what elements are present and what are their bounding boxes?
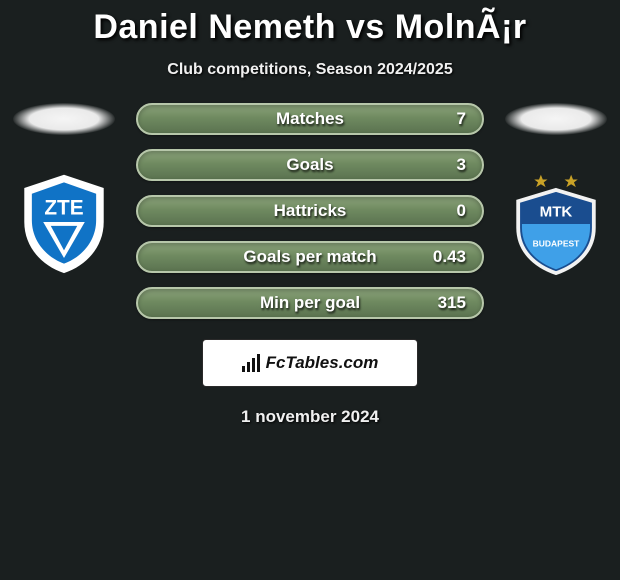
brand-badge[interactable]: FcTables.com <box>202 339 418 387</box>
stat-label: Goals per match <box>243 247 376 267</box>
left-player-column: ZTE <box>10 103 118 275</box>
mtk-shield-icon: MTK BUDAPEST <box>508 171 604 275</box>
stat-value: 7 <box>457 109 466 129</box>
stat-label: Min per goal <box>260 293 360 313</box>
stat-value: 0.43 <box>433 247 466 267</box>
svg-text:ZTE: ZTE <box>44 196 83 219</box>
right-team-crest: MTK BUDAPEST <box>508 171 604 275</box>
stat-row-hattricks: Hattricks 0 <box>136 195 484 227</box>
comparison-layout: ZTE Matches 7 Goals 3 Hattricks 0 Goals … <box>0 103 620 319</box>
stat-row-matches: Matches 7 <box>136 103 484 135</box>
date-label: 1 november 2024 <box>0 407 620 427</box>
stat-value: 315 <box>438 293 466 313</box>
stat-row-goals-per-match: Goals per match 0.43 <box>136 241 484 273</box>
stat-label: Matches <box>276 109 344 129</box>
svg-text:BUDAPEST: BUDAPEST <box>533 239 581 249</box>
svg-text:MTK: MTK <box>540 203 573 220</box>
brand-text: FcTables.com <box>266 353 379 373</box>
stat-value: 3 <box>457 155 466 175</box>
player-silhouette-right <box>505 103 607 135</box>
player-silhouette-left <box>13 103 115 135</box>
stats-list: Matches 7 Goals 3 Hattricks 0 Goals per … <box>136 103 484 319</box>
stat-value: 0 <box>457 201 466 221</box>
subtitle: Club competitions, Season 2024/2025 <box>0 61 620 79</box>
page-title: Daniel Nemeth vs MolnÃ¡r <box>0 8 620 47</box>
stat-row-min-per-goal: Min per goal 315 <box>136 287 484 319</box>
zte-shield-icon: ZTE <box>16 171 112 275</box>
bar-chart-icon <box>242 354 260 372</box>
stat-row-goals: Goals 3 <box>136 149 484 181</box>
right-player-column: MTK BUDAPEST <box>502 103 610 275</box>
stat-label: Goals <box>286 155 333 175</box>
left-team-crest: ZTE <box>16 171 112 275</box>
stat-label: Hattricks <box>274 201 347 221</box>
comparison-card: Daniel Nemeth vs MolnÃ¡r Club competitio… <box>0 0 620 427</box>
